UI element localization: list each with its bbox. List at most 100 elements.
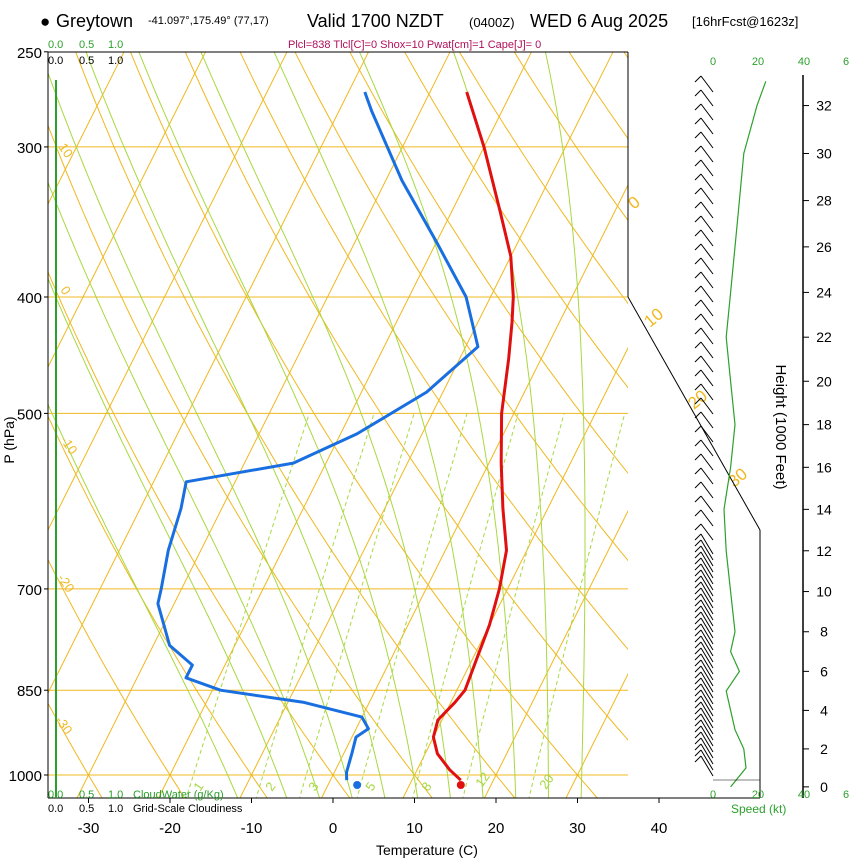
- wind-barb-flag: [694, 425, 702, 433]
- wind-barb-flag: [694, 467, 702, 475]
- wind-barb-flag: [694, 707, 702, 715]
- wind-barb: [700, 299, 714, 317]
- speed-axis-title: Speed (kt): [731, 802, 786, 816]
- dry-adiabat-line: [129, 52, 598, 798]
- wind-barb: [700, 641, 714, 663]
- wind-barb-flag: [694, 575, 702, 583]
- wind-barb-flag: [694, 725, 702, 733]
- wind-barb-flag: [694, 563, 702, 571]
- moist-adiabat-line: [48, 71, 353, 798]
- profiles: [156, 91, 515, 789]
- wind-barb: [700, 563, 714, 585]
- mixing-ratio-line: [299, 413, 415, 798]
- dry-adiabat-line: [458, 52, 628, 305]
- wind-barb: [700, 411, 714, 429]
- moist-adiabat-line: [48, 277, 288, 798]
- wind-barb: [700, 581, 714, 603]
- wind-barb-flag: [694, 683, 702, 691]
- temperature-tick-label: 30: [569, 820, 586, 837]
- wind-barb-flag: [694, 737, 702, 745]
- wind-barb-flag: [694, 411, 702, 419]
- wind-barb: [700, 755, 714, 777]
- wind-barb-flag: [694, 159, 702, 167]
- cloudwater-tick-bottom-0: 0.0: [48, 789, 63, 801]
- dry-adiabat-line: [404, 52, 628, 389]
- dry-adiabat-label: 20: [684, 386, 711, 413]
- wind-barb-flag: [694, 327, 702, 335]
- wind-barb-flag: [694, 731, 702, 739]
- moist-adiabat-line: [273, 52, 484, 798]
- wind-barb-flag: [694, 695, 702, 703]
- wind-barb: [700, 397, 714, 415]
- wind-barb: [700, 605, 714, 627]
- moist-adiabat-line: [85, 52, 386, 798]
- speed-tick-label-top: 0: [710, 56, 716, 68]
- wind-barb: [700, 611, 714, 633]
- mixing-ratio-label: 2: [262, 779, 278, 794]
- wind-barb-flag: [694, 689, 702, 697]
- speed-tick-label: 0: [710, 789, 716, 801]
- speed-tick-label: 6: [843, 789, 849, 801]
- wind-barb: [700, 701, 714, 723]
- dry-adiabat-line: [48, 124, 433, 798]
- height-tick-label: 8: [820, 624, 828, 640]
- wind-barb: [700, 743, 714, 765]
- wind-barb: [700, 647, 714, 669]
- wind-barb: [700, 671, 714, 693]
- dry-adiabat-line: [843, 52, 850, 801]
- isotherm-line: [239, 52, 614, 798]
- wind-barb-flag: [694, 677, 702, 685]
- wind-barb: [700, 103, 714, 121]
- speed-tick-label: 20: [752, 789, 764, 801]
- pressure-tick-label: 500: [17, 406, 42, 423]
- wind-barb: [700, 617, 714, 639]
- location-coords: -41.097°,175.49° (77,17): [148, 15, 269, 27]
- wind-barb-flag: [694, 671, 702, 679]
- wind-barb-flag: [694, 173, 702, 181]
- height-tick-label: 32: [816, 98, 832, 114]
- height-tick-label: 30: [816, 145, 832, 161]
- cloudiness-tick-top-0: 0.0: [48, 55, 63, 67]
- wind-barb: [700, 271, 714, 289]
- isotherm-line: [76, 52, 451, 798]
- wind-barb-flag: [694, 647, 702, 655]
- wind-barb: [700, 285, 714, 303]
- dry-adiabat-line: [184, 52, 628, 741]
- mixing-ratio-line: [356, 413, 468, 798]
- cloudwater-tick-top-0: 0.0: [48, 39, 63, 51]
- frame-diagonal: [627, 296, 761, 531]
- pressure-tick-label: 1000: [9, 768, 42, 785]
- wind-barb-flag: [694, 635, 702, 643]
- height-tick-label: 0: [820, 779, 828, 795]
- wind-barb-flag: [694, 285, 702, 293]
- height-tick-label: 14: [816, 501, 832, 517]
- wind-barb: [700, 439, 714, 457]
- wind-barb: [700, 117, 714, 135]
- isotherm-line: [48, 52, 125, 206]
- wind-barb-flag: [694, 617, 702, 625]
- height-tick-label: 20: [816, 373, 832, 389]
- wind-barb: [700, 653, 714, 675]
- height-tick-label: 24: [816, 284, 832, 300]
- moist-adiabat-line: [452, 52, 549, 798]
- wind-barb-flag: [694, 397, 702, 405]
- cloudwater-tick-top-1: 0.5: [79, 39, 94, 51]
- wind-barb-flag: [694, 103, 702, 111]
- wind-barb: [700, 737, 714, 759]
- cloudiness-tick-bottom-1: 0.5: [79, 803, 94, 815]
- wind-barb-flag: [694, 623, 702, 631]
- wind-barb-flag: [694, 75, 702, 83]
- wind-barb: [700, 201, 714, 219]
- wind-barb: [700, 593, 714, 615]
- wind-barb: [700, 665, 714, 687]
- cloudwater-label: CloudWater (g/Kg): [133, 789, 224, 801]
- wind-panel: [694, 75, 767, 788]
- wind-barb-flag: [694, 299, 702, 307]
- wind-barb: [700, 731, 714, 753]
- height-tick-label: 4: [820, 702, 828, 718]
- mixing-ratio-label: 3: [305, 779, 321, 794]
- speed-tick-label: 40: [798, 789, 810, 801]
- height-tick-label: 6: [820, 663, 828, 679]
